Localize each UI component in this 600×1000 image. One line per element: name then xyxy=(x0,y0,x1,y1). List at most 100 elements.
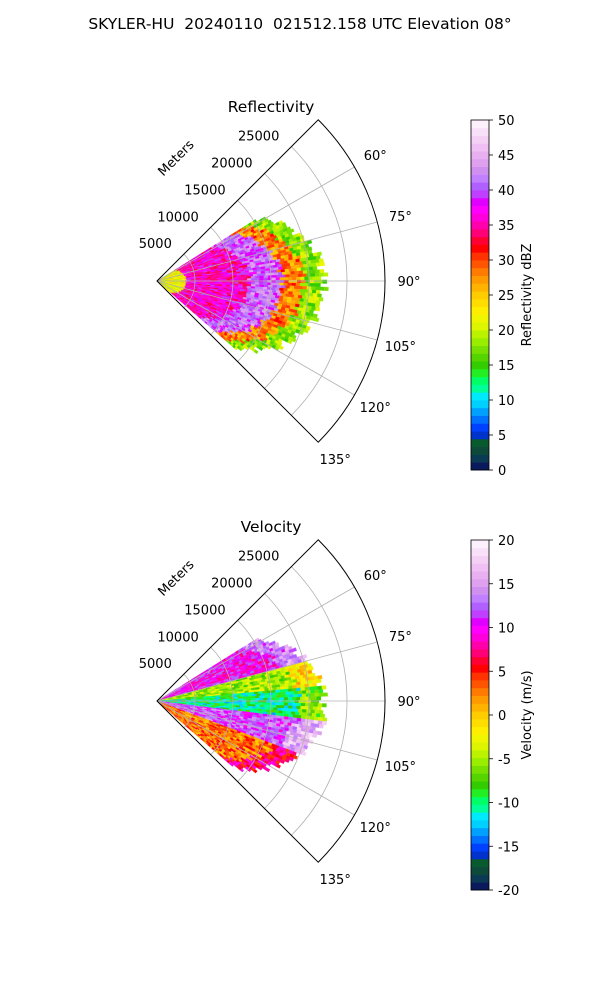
echo-cell xyxy=(220,277,226,280)
echo-cell xyxy=(234,278,240,281)
echo-cell xyxy=(284,685,289,690)
echo-cell xyxy=(315,269,321,274)
echo-cell xyxy=(252,693,257,697)
echo-cell xyxy=(318,710,324,715)
echo-cell xyxy=(234,698,240,701)
theta-tick-label: 90° xyxy=(397,695,420,710)
echo-cell xyxy=(265,268,271,272)
echo-cell xyxy=(242,698,248,701)
echo-cell xyxy=(234,282,239,285)
echo-cell xyxy=(276,269,282,273)
echo-cell xyxy=(321,703,327,708)
echo-cell xyxy=(315,286,321,291)
echo-cell xyxy=(277,692,282,696)
echo-cell xyxy=(304,276,309,281)
echo-cell xyxy=(267,275,273,279)
echo-cell xyxy=(319,269,325,274)
theta-tick-label: 120° xyxy=(360,401,391,416)
polar-panel-reflectivity: Reflectivity60°75°90°105°120°135°5000100… xyxy=(139,98,535,479)
echo-cell xyxy=(242,276,247,279)
echo-cell xyxy=(313,279,319,284)
echo-cell xyxy=(298,285,303,290)
polar-panel-velocity: Velocity60°75°90°105°120°135°50001000015… xyxy=(139,518,535,899)
colorbar-swatch xyxy=(471,563,489,572)
echo-cell xyxy=(277,707,282,711)
echo-cell xyxy=(312,283,317,287)
echo-cell xyxy=(271,704,277,708)
echo-cell xyxy=(291,288,296,293)
echo-cell xyxy=(287,682,293,687)
echo-cell xyxy=(316,251,322,257)
echo-cell xyxy=(279,282,284,286)
echo-cell xyxy=(299,282,305,287)
echo-cell xyxy=(303,263,309,268)
echo-cell xyxy=(314,259,320,264)
echo-cell xyxy=(297,693,303,698)
echo-cell xyxy=(260,270,266,274)
echo-cell xyxy=(287,688,293,692)
colorbar-swatch xyxy=(471,252,489,261)
echo-cell xyxy=(255,698,260,701)
echo-cell xyxy=(312,276,317,281)
echo-cell xyxy=(284,694,290,698)
echo-cell xyxy=(297,708,303,713)
echo-cell xyxy=(310,689,315,694)
r-axis-label: Meters xyxy=(156,557,198,599)
echo-cell xyxy=(318,692,324,697)
echo-cell xyxy=(291,337,297,343)
echo-cell xyxy=(296,696,301,701)
echo-cell xyxy=(238,698,244,701)
echo-cell xyxy=(271,280,277,283)
echo-cell xyxy=(250,696,256,699)
echo-cell xyxy=(259,277,264,281)
colorbar-swatch xyxy=(471,462,489,471)
echo-cell xyxy=(294,699,299,704)
echo-cell xyxy=(279,705,285,709)
echo-cell xyxy=(286,711,292,715)
echo-cell xyxy=(316,696,322,701)
colorbar-swatch xyxy=(471,851,489,860)
echo-cell xyxy=(265,272,270,276)
echo-cell xyxy=(251,704,256,707)
echo-cell xyxy=(283,277,289,281)
echo-cell xyxy=(294,264,300,269)
echo-cell xyxy=(280,274,286,278)
colorbar-swatch xyxy=(471,244,489,253)
echo-cell xyxy=(285,708,291,712)
echo-cell xyxy=(243,694,249,697)
echo-cell xyxy=(315,300,321,305)
colorbar-swatch xyxy=(471,275,489,284)
echo-cell xyxy=(259,697,264,701)
echo-cell xyxy=(315,307,321,312)
colorbar-swatch xyxy=(471,788,489,798)
echo-cell xyxy=(296,687,301,692)
colorbar-swatch xyxy=(471,827,489,836)
echo-cell xyxy=(301,693,307,698)
echo-cell xyxy=(272,692,278,696)
echo-cell xyxy=(314,296,320,301)
colorbar-swatch xyxy=(471,874,489,883)
echo-cell xyxy=(293,273,299,278)
echo-cell xyxy=(251,278,256,281)
echo-cell xyxy=(276,285,282,289)
colorbar-swatch xyxy=(471,687,489,696)
echo-cell xyxy=(319,272,324,277)
echo-cell xyxy=(277,272,283,276)
echo-cell xyxy=(262,702,268,706)
echo-cell xyxy=(315,262,321,267)
echo-cell xyxy=(254,695,260,699)
echo-cell xyxy=(241,702,247,705)
echo-cell xyxy=(263,284,269,288)
colorbar-swatch xyxy=(471,820,489,829)
echo-cell xyxy=(293,285,299,290)
echo-cell xyxy=(314,272,320,277)
colorbar-swatch xyxy=(471,540,489,549)
echo-cell xyxy=(275,697,281,701)
figure-title: SKYLER-HU 20240110 021512.158 UTC Elevat… xyxy=(88,15,512,33)
echo-cell xyxy=(305,325,311,331)
colorbar-tick-label: -5 xyxy=(498,753,511,768)
echo-cell xyxy=(276,686,281,691)
echo-cell xyxy=(317,293,322,298)
